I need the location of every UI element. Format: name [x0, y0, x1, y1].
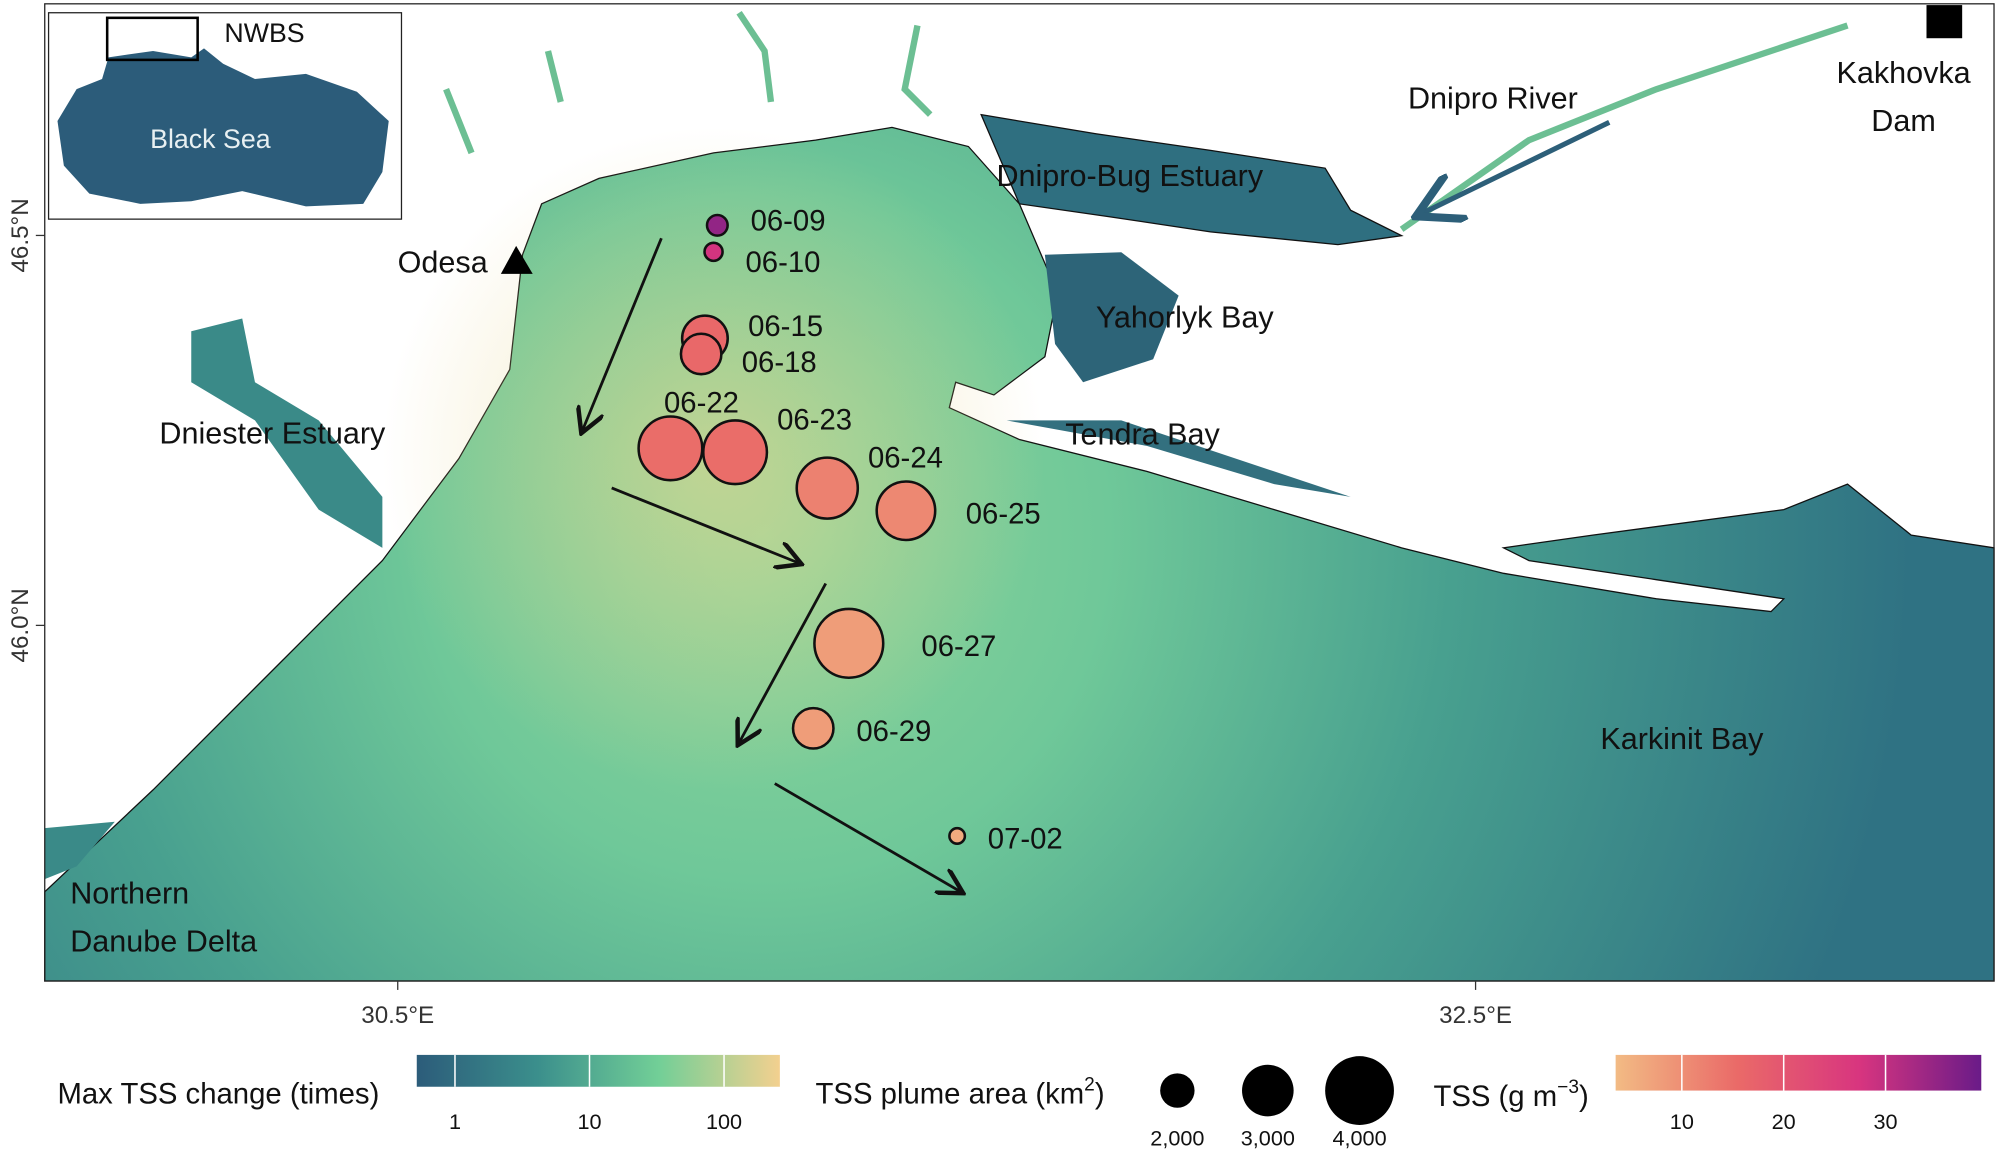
- legend-title-part: −3: [1557, 1077, 1579, 1098]
- y-tick-label: 46.0°N: [7, 588, 34, 662]
- size-key-label: 3,000: [1241, 1125, 1295, 1150]
- place-label-line: Danube Delta: [70, 925, 257, 959]
- size-key: [1160, 1073, 1195, 1108]
- river: [443, 10, 1849, 232]
- map-area: [44, 3, 1995, 982]
- plume: [703, 241, 724, 263]
- colorbar: [1615, 1054, 1982, 1091]
- river-arrow: [1421, 120, 1611, 214]
- legend-title: TSS plume area (km2): [816, 1075, 1105, 1111]
- colorbar-tick-label: 100: [706, 1109, 742, 1134]
- colorbar-tick-label: 30: [1874, 1109, 1898, 1134]
- legend-title-part: 2: [1084, 1075, 1095, 1096]
- plume: [702, 419, 769, 486]
- plume-date: 06-09: [751, 204, 826, 237]
- plume-date: 07-02: [988, 823, 1063, 856]
- estuary: [191, 318, 383, 548]
- colorbar-tick-label: 20: [1772, 1109, 1796, 1134]
- place-label: Northern Danube Delta: [70, 876, 257, 958]
- place-label: Karkinit Bay: [1600, 722, 1764, 756]
- city-marker: [500, 245, 533, 274]
- inset-sea: [57, 48, 389, 207]
- plume: [795, 456, 860, 520]
- plume-date: 06-18: [742, 346, 817, 379]
- plume-date: 06-27: [921, 630, 996, 663]
- legend-title-part: TSS (g m: [1433, 1080, 1557, 1113]
- flow-arrows: [582, 237, 961, 892]
- place-label: Yahorlyk Bay: [1096, 300, 1275, 334]
- plume: [948, 826, 967, 845]
- size-key-label: 2,000: [1150, 1125, 1204, 1150]
- delta: [44, 821, 115, 880]
- place-label-line: Northern: [70, 876, 189, 910]
- flow-arrow: [611, 486, 799, 563]
- plume: [875, 480, 937, 542]
- legend-title-part: ): [1579, 1080, 1589, 1113]
- inset-region-label: NWBS: [224, 18, 304, 48]
- inset: [47, 12, 403, 220]
- plume: [705, 213, 729, 237]
- legend-title-part: ): [1095, 1077, 1105, 1110]
- plume-date: 06-29: [856, 715, 931, 748]
- plume-date: 06-24: [868, 442, 943, 475]
- plume: [637, 415, 704, 482]
- plume: [791, 706, 835, 750]
- place-label-line: Dam: [1871, 104, 1936, 138]
- colorbar-tick-label: 10: [1670, 1109, 1694, 1134]
- size-key-label: 4,000: [1332, 1125, 1386, 1150]
- plume-date: 06-23: [777, 403, 852, 436]
- plume-glow: [382, 127, 1147, 841]
- bay: [1044, 252, 1179, 383]
- size-key: [1242, 1064, 1294, 1117]
- plume-date: 06-15: [748, 310, 823, 343]
- plume: [813, 607, 885, 679]
- colorbar-tick-label: 10: [577, 1109, 601, 1134]
- plume-date: 06-10: [746, 246, 821, 279]
- plume: [679, 332, 723, 376]
- colorbar: [416, 1054, 780, 1087]
- place-label: Tendra Bay: [1065, 418, 1220, 452]
- inset-sea-label: Black Sea: [150, 124, 271, 154]
- place-label: Dnipro River: [1408, 81, 1578, 115]
- place-label: Dniester Estuary: [159, 416, 386, 450]
- flow-arrow: [774, 782, 961, 892]
- place-label: Dnipro-Bug Estuary: [996, 159, 1263, 193]
- flow-arrow: [582, 237, 663, 430]
- legend-title-part: TSS plume area (km: [816, 1077, 1085, 1110]
- size-key: [1325, 1056, 1394, 1125]
- x-tick-label: 32.5°E: [1439, 1002, 1512, 1029]
- x-tick-label: 30.5°E: [361, 1002, 434, 1029]
- colorbar-tick-label: 1: [449, 1109, 461, 1134]
- place-label-line: Kakhovka: [1836, 56, 1970, 90]
- legend-title: TSS (g m−3): [1433, 1077, 1588, 1113]
- dam-marker: [1926, 5, 1963, 39]
- plume-date: 06-25: [966, 497, 1041, 530]
- inset-box: [105, 16, 199, 62]
- y-tick-label: 46.5°N: [7, 198, 34, 272]
- plume-date: 06-22: [664, 387, 739, 420]
- bay: [1006, 420, 1351, 497]
- place-label: Odesa: [398, 246, 488, 280]
- place-label: Kakhovka Dam: [1836, 56, 1970, 138]
- estuary: [980, 113, 1404, 246]
- legend-title: Max TSS change (times): [57, 1077, 379, 1110]
- frame: [44, 3, 1995, 982]
- flow-arrow: [739, 582, 827, 743]
